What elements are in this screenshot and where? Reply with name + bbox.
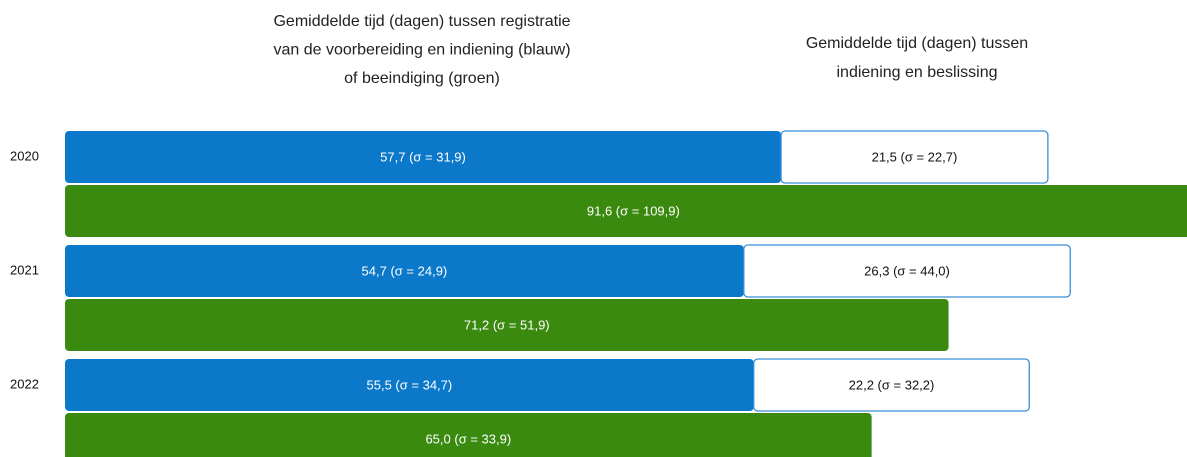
year-label: 2020: [10, 148, 39, 163]
year-label: 2022: [10, 376, 39, 391]
value-label: 55,5 (σ = 34,7): [367, 377, 453, 392]
year-label: 2021: [10, 262, 39, 277]
value-label: 91,6 (σ = 109,9): [587, 203, 680, 218]
bar: [743, 244, 1071, 298]
value-label: 57,7 (σ = 31,9): [380, 149, 466, 164]
bar: [65, 131, 782, 183]
title-left: van de voorbereiding en indiening (blauw…: [273, 42, 570, 59]
value-label: 22,2 (σ = 32,2): [849, 377, 935, 392]
bar: [65, 299, 949, 351]
title-right: Gemiddelde tijd (dagen) tussen: [806, 35, 1028, 52]
value-label: 21,5 (σ = 22,7): [872, 149, 958, 164]
bar: [65, 413, 872, 457]
value-label: 71,2 (σ = 51,9): [464, 317, 550, 332]
bar: [65, 185, 1187, 237]
title-left: Gemiddelde tijd (dagen) tussen registrat…: [273, 13, 570, 30]
bar: [65, 359, 754, 411]
value-label: 54,7 (σ = 24,9): [362, 263, 448, 278]
value-label: 26,3 (σ = 44,0): [864, 263, 950, 278]
bar: [780, 130, 1049, 184]
bar: [753, 358, 1030, 412]
title-left: of beeindiging (groen): [344, 70, 500, 87]
value-label: 65,0 (σ = 33,9): [425, 431, 511, 446]
bar: [65, 245, 744, 297]
title-right: indiening en beslissing: [837, 64, 998, 81]
